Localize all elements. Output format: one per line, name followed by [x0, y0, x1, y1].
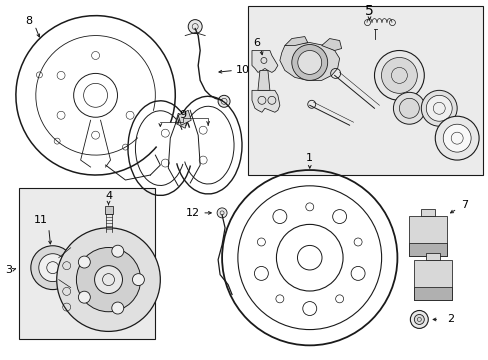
- Circle shape: [112, 245, 123, 257]
- Circle shape: [218, 95, 229, 107]
- Circle shape: [291, 45, 327, 80]
- Polygon shape: [258, 71, 269, 90]
- Circle shape: [132, 274, 144, 285]
- Text: 9: 9: [179, 110, 186, 120]
- Circle shape: [78, 291, 90, 303]
- Polygon shape: [285, 37, 307, 45]
- Polygon shape: [321, 39, 341, 50]
- Circle shape: [413, 315, 424, 324]
- Bar: [19, 188, 155, 339]
- Text: 7: 7: [460, 200, 468, 210]
- Circle shape: [39, 254, 66, 282]
- Circle shape: [381, 58, 416, 93]
- Circle shape: [94, 266, 122, 293]
- Circle shape: [409, 310, 427, 328]
- Text: 3: 3: [5, 265, 12, 275]
- Circle shape: [399, 98, 419, 118]
- Text: 6: 6: [253, 37, 260, 48]
- Polygon shape: [408, 216, 447, 256]
- Polygon shape: [279, 42, 339, 80]
- Polygon shape: [178, 110, 191, 125]
- Circle shape: [442, 124, 470, 152]
- Circle shape: [188, 20, 202, 33]
- Polygon shape: [408, 243, 447, 256]
- Polygon shape: [175, 113, 188, 128]
- Circle shape: [393, 92, 425, 124]
- Circle shape: [421, 90, 456, 126]
- Polygon shape: [251, 90, 279, 112]
- Circle shape: [297, 50, 321, 75]
- Bar: [247, 6, 482, 175]
- Circle shape: [112, 302, 123, 314]
- Circle shape: [78, 256, 90, 268]
- Text: 8: 8: [25, 15, 32, 26]
- Text: 10: 10: [236, 66, 249, 76]
- Polygon shape: [421, 209, 434, 216]
- Polygon shape: [251, 50, 277, 72]
- Text: 5: 5: [365, 4, 373, 18]
- Circle shape: [57, 228, 160, 332]
- Circle shape: [426, 95, 451, 121]
- Circle shape: [434, 116, 478, 160]
- Text: 11: 11: [34, 215, 48, 225]
- Polygon shape: [413, 287, 451, 300]
- Polygon shape: [104, 206, 112, 214]
- Polygon shape: [426, 253, 439, 260]
- Polygon shape: [413, 260, 451, 300]
- Text: 2: 2: [447, 314, 453, 324]
- Circle shape: [217, 208, 226, 218]
- Text: 1: 1: [305, 153, 313, 163]
- Text: 12: 12: [185, 208, 200, 218]
- Text: 4: 4: [105, 191, 112, 201]
- Circle shape: [31, 246, 75, 289]
- Circle shape: [76, 247, 141, 312]
- Circle shape: [374, 50, 424, 100]
